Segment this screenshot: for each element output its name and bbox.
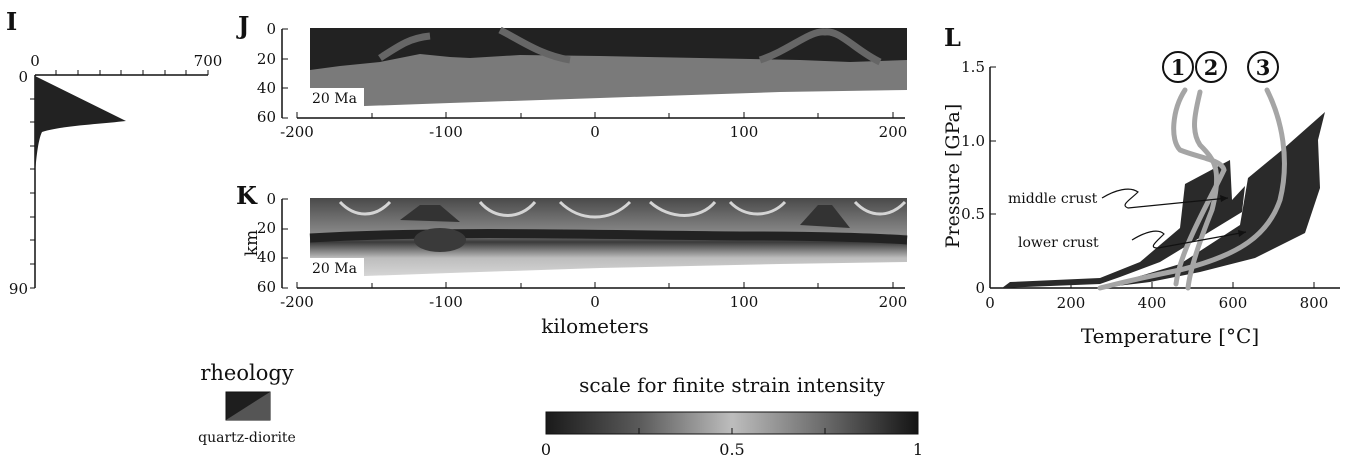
panel-k-lower-ellipse	[414, 228, 466, 252]
panel-l-path-label-1: 1	[1162, 51, 1194, 83]
panel-k-y-tick: 20	[257, 219, 276, 237]
panel-l-path-3	[1097, 87, 1287, 291]
panel-i-top-tick-0: 0	[30, 52, 40, 70]
panel-j-x-tick: 100	[730, 123, 759, 141]
panel-l-x-tick: 0	[985, 294, 995, 312]
panel-l-path-2	[1185, 89, 1220, 291]
panel-l-middle-crust-label: middle crust	[1008, 191, 1098, 207]
strain-scale-tick-05: 0.5	[719, 440, 744, 458]
panel-j-age-box	[310, 88, 364, 108]
svg-text:3: 3	[1256, 55, 1271, 80]
panel-l-x-tick: 800	[1300, 294, 1329, 312]
panel-k-letter: K	[236, 181, 258, 210]
panel-l-middle-crust-leader	[1101, 188, 1229, 209]
panel-k-ylabel: km	[242, 230, 262, 256]
panel-j-y-tick: 40	[257, 79, 276, 97]
panel-l-path-1	[1171, 87, 1227, 287]
rheology-legend: rheology quartz-diorite	[198, 361, 296, 446]
panel-k-bright-arcs	[338, 200, 907, 219]
panel-i: I 0 700 0 90	[6, 7, 222, 298]
panel-l-pt-paths	[1097, 87, 1287, 291]
strain-scale-legend: scale for finite strain intensity 0 0.5 …	[541, 373, 923, 458]
panel-l-lower-crust-label: lower crust	[1018, 235, 1099, 251]
panel-k: K km 0 20 40 60 20 Ma -200 -1	[236, 181, 908, 338]
panel-k-xlabel: kilometers	[541, 314, 648, 338]
panel-l-x-tick: 400	[1138, 294, 1167, 312]
panel-l-y-tick: 0	[975, 279, 985, 297]
panel-l-x-axis: 0 200 400 600 800	[985, 282, 1340, 312]
panel-j-x-tick: -200	[280, 123, 314, 141]
svg-text:1: 1	[1171, 55, 1186, 80]
panel-j-x-tick: 0	[590, 123, 600, 141]
panel-l-lower-crust-field	[1100, 112, 1325, 288]
panel-j-x-tick: -100	[429, 123, 463, 141]
rheology-item-label: quartz-diorite	[198, 430, 296, 446]
panel-j-upper-crust	[310, 28, 907, 70]
panel-j-y-tick: 0	[266, 20, 276, 38]
rheology-swatch-half	[226, 392, 270, 420]
panel-l-middle-crust-arrowhead	[1220, 195, 1228, 202]
strain-scale-tick-1: 1	[913, 440, 923, 458]
panel-k-x-tick: 0	[590, 293, 600, 311]
panel-j-x-axis: -200 -100 0 100 200	[280, 112, 907, 141]
panel-k-y-tick: 0	[266, 190, 276, 208]
panel-l-lower-crust-arrowhead	[1238, 230, 1246, 237]
panel-j: J 0 20 40 60 20 Ma -200 -100 0 100 200	[236, 11, 907, 141]
panel-j-letter: J	[236, 11, 249, 40]
panel-j-y-tick: 20	[257, 50, 276, 68]
panel-l-lower-crust-leader	[1131, 230, 1247, 249]
panel-k-age-label: 20 Ma	[312, 261, 357, 277]
panel-i-left-tick-90: 90	[9, 280, 28, 298]
panel-k-y-tick: 40	[257, 248, 276, 266]
panel-l-y-axis: 1.5 1.0 0.5 0	[961, 58, 996, 297]
panel-j-y-tick: 60	[257, 108, 276, 126]
panel-l-middle-crust-field	[1002, 160, 1245, 288]
panel-l-letter: L	[944, 23, 961, 52]
panel-l-y-tick: 1.5	[961, 58, 985, 76]
strain-scale-tick-0: 0	[541, 440, 551, 458]
panel-k-age-box	[310, 258, 364, 278]
panel-k-y-tick: 60	[257, 278, 276, 296]
panel-j-domes	[378, 26, 882, 66]
panel-l-y-tick: 1.0	[961, 132, 985, 150]
panel-l-x-tick: 200	[1057, 294, 1086, 312]
panel-l-path-label-3: 3	[1247, 51, 1279, 83]
panel-k-x-axis: -200 -100 0 100 200	[280, 282, 907, 311]
panel-k-x-tick: 100	[730, 293, 759, 311]
panel-l-xlabel: Temperature [°C]	[1081, 324, 1259, 348]
strain-scale-ticks	[638, 428, 826, 434]
panel-k-x-tick: 200	[879, 293, 908, 311]
panel-k-y-axis: 0 20 40 60	[257, 190, 288, 296]
panel-j-x-tick: 200	[879, 123, 908, 141]
panel-l-ylabel: Pressure [GPa]	[942, 104, 964, 248]
panel-i-left-tick-0: 0	[18, 68, 28, 86]
panel-k-x-tick: -100	[429, 293, 463, 311]
svg-text:2: 2	[1204, 55, 1219, 80]
panel-i-distribution-curve	[35, 76, 126, 175]
strain-scale-title: scale for finite strain intensity	[579, 373, 885, 397]
rheology-title: rheology	[200, 361, 293, 385]
panel-i-top-tick-700: 700	[194, 52, 223, 70]
panel-l-x-tick: 600	[1219, 294, 1248, 312]
panel-l: L Pressure [GPa] 1.5 1.0 0.5 0 0 200 400…	[942, 23, 1340, 348]
panel-j-y-axis: 0 20 40 60	[257, 20, 288, 126]
panel-i-letter: I	[6, 7, 17, 36]
panel-l-y-tick: 0.5	[961, 205, 985, 223]
panel-i-ticks	[30, 70, 209, 289]
panel-k-x-tick: -200	[280, 293, 314, 311]
panel-j-age-label: 20 Ma	[312, 91, 357, 107]
panel-l-path-label-2: 2	[1195, 51, 1227, 83]
